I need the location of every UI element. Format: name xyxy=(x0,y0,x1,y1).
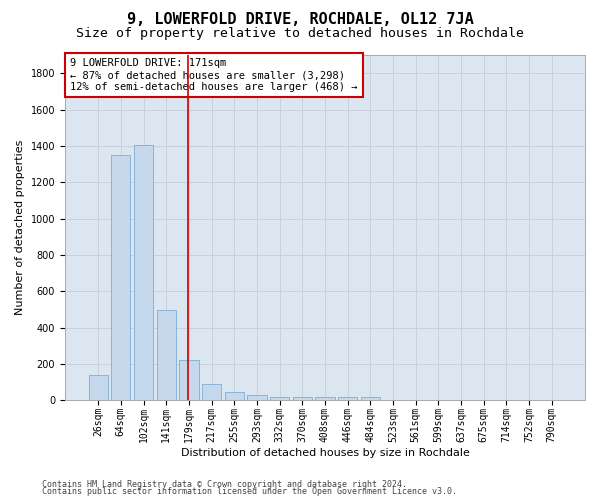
Text: 9, LOWERFOLD DRIVE, ROCHDALE, OL12 7JA: 9, LOWERFOLD DRIVE, ROCHDALE, OL12 7JA xyxy=(127,12,473,28)
Bar xyxy=(157,310,176,400)
Bar xyxy=(111,155,130,400)
Y-axis label: Number of detached properties: Number of detached properties xyxy=(15,140,25,316)
Bar xyxy=(361,397,380,400)
Bar xyxy=(89,375,108,400)
Bar xyxy=(224,392,244,400)
Bar xyxy=(316,397,335,400)
Bar xyxy=(202,384,221,400)
Bar xyxy=(247,396,266,400)
Bar xyxy=(338,397,357,400)
Text: Size of property relative to detached houses in Rochdale: Size of property relative to detached ho… xyxy=(76,28,524,40)
Text: Contains HM Land Registry data © Crown copyright and database right 2024.: Contains HM Land Registry data © Crown c… xyxy=(42,480,407,489)
X-axis label: Distribution of detached houses by size in Rochdale: Distribution of detached houses by size … xyxy=(181,448,469,458)
Text: Contains public sector information licensed under the Open Government Licence v3: Contains public sector information licen… xyxy=(42,488,457,496)
Bar xyxy=(179,360,199,401)
Bar xyxy=(134,145,153,401)
Bar xyxy=(270,397,289,400)
Text: 9 LOWERFOLD DRIVE: 171sqm
← 87% of detached houses are smaller (3,298)
12% of se: 9 LOWERFOLD DRIVE: 171sqm ← 87% of detac… xyxy=(70,58,358,92)
Bar xyxy=(293,397,312,400)
